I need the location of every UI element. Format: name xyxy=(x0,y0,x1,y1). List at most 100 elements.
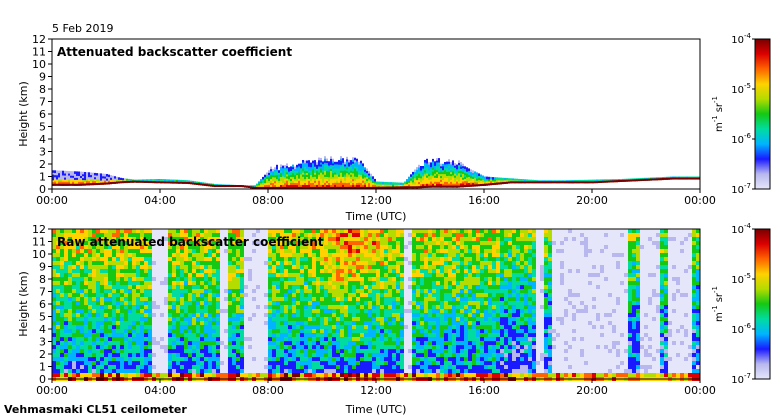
heatmap-cell xyxy=(208,317,212,321)
heatmap-cell xyxy=(220,317,224,321)
heatmap-cell xyxy=(296,321,300,325)
heatmap-cell xyxy=(430,186,432,188)
heatmap-cell xyxy=(184,341,188,345)
heatmap-cell xyxy=(240,341,244,345)
heatmap-cell xyxy=(252,309,256,313)
heatmap-cell xyxy=(192,369,196,373)
heatmap-cell xyxy=(264,273,268,277)
heatmap-cell xyxy=(128,341,132,345)
heatmap-cell xyxy=(316,325,320,329)
heatmap-cell xyxy=(280,281,284,285)
heatmap-cell xyxy=(160,249,164,253)
heatmap-cell xyxy=(92,313,96,317)
heatmap-cell xyxy=(144,361,148,365)
heatmap-cell xyxy=(120,181,122,183)
heatmap-cell xyxy=(332,313,336,317)
heatmap-cell xyxy=(510,181,512,183)
heatmap-cell xyxy=(68,265,72,269)
heatmap-cell xyxy=(140,261,144,265)
heatmap-cell xyxy=(228,325,232,329)
heatmap-cell xyxy=(332,245,336,249)
heatmap-cell xyxy=(52,325,56,329)
heatmap-cell xyxy=(328,285,332,289)
heatmap-cell xyxy=(288,261,292,265)
heatmap-cell xyxy=(208,253,212,257)
heatmap-cell xyxy=(212,289,216,293)
heatmap-cell xyxy=(100,285,104,289)
heatmap-cell xyxy=(148,265,152,269)
heatmap-cell xyxy=(220,185,222,187)
heatmap-cell xyxy=(236,273,240,277)
heatmap-cell xyxy=(68,325,72,329)
heatmap-cell xyxy=(236,361,240,365)
heatmap-cell xyxy=(186,180,188,182)
heatmap-cell xyxy=(276,293,280,297)
heatmap-cell xyxy=(316,349,320,353)
heatmap-cell xyxy=(260,285,264,289)
heatmap-cell xyxy=(156,229,160,233)
heatmap-cell xyxy=(252,249,256,253)
heatmap-cell xyxy=(156,181,158,183)
heatmap-cell xyxy=(124,369,128,373)
heatmap-cell xyxy=(292,333,296,337)
heatmap-cell xyxy=(276,353,280,357)
heatmap-cell xyxy=(172,265,176,269)
heatmap-cell xyxy=(60,337,64,341)
heatmap-cell xyxy=(132,325,136,329)
heatmap-cell xyxy=(80,249,84,253)
heatmap-cell xyxy=(288,285,292,289)
heatmap-cell xyxy=(332,329,336,333)
heatmap-cell xyxy=(248,257,252,261)
heatmap-cell xyxy=(224,285,228,289)
heatmap-cell xyxy=(324,257,328,261)
heatmap-cell xyxy=(296,333,300,337)
heatmap-cell xyxy=(280,265,284,269)
heatmap-cell xyxy=(210,185,212,187)
heatmap-cell xyxy=(68,365,72,369)
heatmap-cell xyxy=(88,269,92,273)
heatmap-cell xyxy=(156,373,160,377)
heatmap-cell xyxy=(120,357,124,361)
heatmap-cell xyxy=(128,277,132,281)
heatmap-cell xyxy=(214,185,216,187)
heatmap-cell xyxy=(248,313,252,317)
heatmap-cell xyxy=(156,313,160,317)
heatmap-cell xyxy=(324,305,328,309)
heatmap-cell xyxy=(88,353,92,357)
heatmap-cell xyxy=(312,361,316,365)
heatmap-cell xyxy=(220,261,224,265)
heatmap-cell xyxy=(204,293,208,297)
heatmap-cell xyxy=(96,365,100,369)
heatmap-cell xyxy=(236,261,240,265)
heatmap-cell xyxy=(260,301,264,305)
heatmap-cell xyxy=(100,281,104,285)
heatmap-cell xyxy=(188,313,192,317)
heatmap-cell xyxy=(80,293,84,297)
heatmap-cell xyxy=(244,333,248,337)
heatmap-cell xyxy=(196,325,200,329)
heatmap-cell xyxy=(316,369,320,373)
heatmap-cell xyxy=(208,313,212,317)
heatmap-cell xyxy=(76,249,80,253)
heatmap-cell xyxy=(172,281,176,285)
heatmap-cell xyxy=(200,257,204,261)
heatmap-cell xyxy=(284,285,288,289)
heatmap-cell xyxy=(320,305,324,309)
heatmap-cell xyxy=(264,249,268,253)
heatmap-cell xyxy=(224,249,228,253)
heatmap-cell xyxy=(88,321,92,325)
heatmap-cell xyxy=(280,321,284,325)
heatmap-cell xyxy=(176,269,180,273)
heatmap-cell xyxy=(144,345,148,349)
heatmap-cell xyxy=(104,301,108,305)
heatmap-cell xyxy=(244,253,248,257)
heatmap-cell xyxy=(300,337,304,341)
heatmap-cell xyxy=(588,181,590,183)
heatmap-cell xyxy=(368,171,370,174)
heatmap-cell xyxy=(176,313,180,317)
heatmap-cell xyxy=(128,373,132,377)
heatmap-cell xyxy=(118,181,120,183)
heatmap-cell xyxy=(112,329,116,333)
heatmap-cell xyxy=(412,172,414,175)
heatmap-cell xyxy=(176,293,180,297)
